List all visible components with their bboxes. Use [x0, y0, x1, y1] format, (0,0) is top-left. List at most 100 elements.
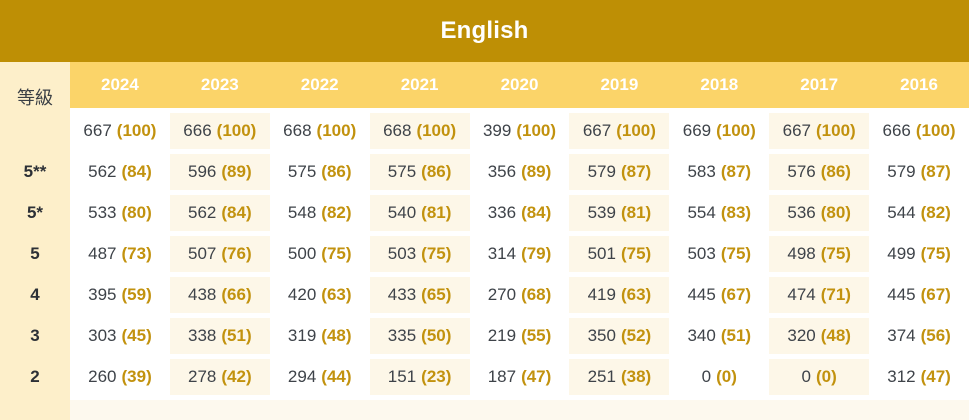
score-cell: 576 (86) [769, 154, 870, 190]
data-area: 2024 2023 2022 2021 2020 2019 2018 2017 2016 667… [70, 62, 969, 420]
score-value: 374 [887, 326, 916, 345]
year-header-2022: 2022 [300, 75, 339, 94]
rate-value: (100) [816, 121, 856, 140]
score-value: 350 [587, 326, 616, 345]
rate-value: (100) [915, 121, 956, 140]
rate-value: (76) [221, 244, 252, 263]
rate-value: (71) [820, 285, 851, 304]
rate-value: (75) [321, 244, 352, 263]
rate-value: (100) [116, 121, 157, 140]
rate-value: (59) [121, 285, 152, 304]
score-cell: 498 (75) [769, 236, 870, 272]
score-cell: 499 (75) [869, 236, 969, 272]
score-cell: 575 (86) [369, 154, 470, 190]
score-value: 498 [787, 244, 816, 263]
year-header-2024: 2024 [101, 75, 139, 94]
score-cell: 503 (75) [369, 236, 470, 272]
score-cell: 445 (67) [669, 277, 769, 313]
score-value: 445 [887, 285, 916, 304]
rate-value: (75) [920, 244, 951, 263]
score-cell: 251 (38) [569, 359, 670, 395]
rate-value: (51) [221, 326, 252, 345]
score-cell: 420 (63) [270, 277, 370, 313]
year-header-2023: 2023 [200, 75, 239, 94]
score-value: 668 [283, 121, 312, 140]
rate-value: (48) [321, 326, 352, 345]
score-value: 419 [587, 285, 616, 304]
table-title: English [440, 17, 529, 44]
rate-value: (47) [920, 367, 951, 386]
score-cell: 433 (65) [369, 277, 470, 313]
score-value: 548 [287, 203, 317, 222]
score-value: 340 [687, 326, 716, 345]
score-cell: 340 (51) [669, 318, 769, 354]
rate-value: (81) [620, 203, 652, 222]
score-value: 395 [88, 285, 117, 304]
score-value: 596 [188, 162, 217, 181]
rate-value: (55) [521, 326, 552, 345]
score-cell: 562 (84) [169, 195, 270, 231]
rate-value: (87) [620, 162, 652, 181]
rate-value: (66) [221, 285, 252, 304]
score-cell: 503 (75) [669, 236, 769, 272]
score-value: 539 [587, 203, 616, 222]
rate-value: (0) [716, 367, 737, 386]
grade-label [0, 113, 70, 149]
score-value: 356 [487, 162, 517, 181]
score-value: 579 [587, 162, 616, 181]
score-value: 575 [387, 162, 417, 181]
score-cell: 294 (44) [270, 359, 370, 395]
score-cell: 0 (0) [669, 359, 769, 395]
rate-value: (84) [521, 203, 552, 222]
score-value: 667 [83, 121, 112, 140]
grade-labels: 5** 5* 5 4 3 2 [0, 113, 70, 400]
rate-value: (83) [720, 203, 752, 222]
rate-value: (65) [421, 285, 452, 304]
rate-value: (38) [620, 367, 652, 386]
score-value: 533 [88, 203, 117, 222]
rate-value: (52) [620, 326, 652, 345]
score-value: 278 [188, 367, 217, 386]
score-cell: 501 (75) [569, 236, 670, 272]
score-value: 507 [188, 244, 217, 263]
score-cell: 668 (100) [369, 113, 470, 149]
rate-value: (44) [321, 367, 352, 386]
score-cell: 539 (81) [569, 195, 670, 231]
rate-value: (63) [620, 285, 652, 304]
score-value: 260 [88, 367, 117, 386]
score-value: 666 [183, 121, 212, 140]
grade-label: 4 [30, 285, 40, 304]
rate-value: (63) [321, 285, 352, 304]
score-cell: 500 (75) [270, 236, 370, 272]
score-value: 219 [487, 326, 517, 345]
score-cell: 445 (67) [869, 277, 969, 313]
score-value: 666 [882, 121, 911, 140]
score-value: 187 [487, 367, 517, 386]
score-value: 554 [687, 203, 716, 222]
rate-value: (82) [920, 203, 951, 222]
score-value: 151 [387, 367, 417, 386]
rate-value: (48) [820, 326, 851, 345]
rate-value: (89) [221, 162, 252, 181]
score-cell: 320 (48) [769, 318, 870, 354]
score-value: 667 [782, 121, 811, 140]
rate-value: (68) [521, 285, 552, 304]
rate-value: (67) [920, 285, 951, 304]
year-header-2021: 2021 [400, 75, 439, 94]
score-value: 669 [682, 121, 712, 140]
rate-value: (86) [820, 162, 851, 181]
rate-value: (100) [316, 121, 357, 140]
rate-value: (75) [620, 244, 652, 263]
score-cell: 338 (51) [169, 318, 270, 354]
rate-value: (100) [716, 121, 756, 140]
score-value: 294 [287, 367, 317, 386]
rate-value: (84) [221, 203, 252, 222]
score-cell: 666 (100) [869, 113, 969, 149]
score-value: 583 [687, 162, 716, 181]
grade-label: 3 [30, 326, 40, 345]
score-value: 251 [587, 367, 616, 386]
score-cell: 260 (39) [70, 359, 170, 395]
score-cell: 562 (84) [70, 154, 170, 190]
score-value: 499 [887, 244, 916, 263]
